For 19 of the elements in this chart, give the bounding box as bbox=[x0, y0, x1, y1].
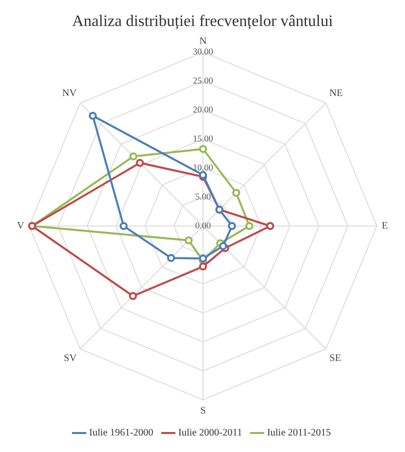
spoke-label: S bbox=[200, 405, 206, 416]
y-tick-label: 20.00 bbox=[192, 104, 214, 114]
spoke-label: SV bbox=[64, 353, 78, 364]
spoke-label: N bbox=[199, 36, 207, 47]
spoke-label: NE bbox=[329, 88, 343, 100]
y-tick-label: 25.00 bbox=[192, 76, 214, 86]
legend-label: Iulie 2011-2015 bbox=[267, 428, 331, 439]
spoke-label: NV bbox=[62, 88, 78, 100]
spoke-label: SE bbox=[329, 353, 342, 364]
legend-label: Iulie 2000-2011 bbox=[178, 428, 242, 439]
spoke-label: E bbox=[382, 220, 388, 232]
y-tick-label: 5.00 bbox=[195, 191, 212, 202]
y-tick-label: 0.00 bbox=[195, 220, 212, 230]
y-tick-label: 30.00 bbox=[192, 46, 214, 57]
legend-label: Iulie 1961-2000 bbox=[89, 428, 154, 439]
y-tick-label: 15.00 bbox=[192, 133, 214, 144]
spoke-label: V bbox=[16, 220, 25, 232]
chart-title: Analiza distribuției frecvențelor vântului bbox=[72, 12, 334, 30]
y-tick-label: 10.00 bbox=[192, 162, 214, 172]
